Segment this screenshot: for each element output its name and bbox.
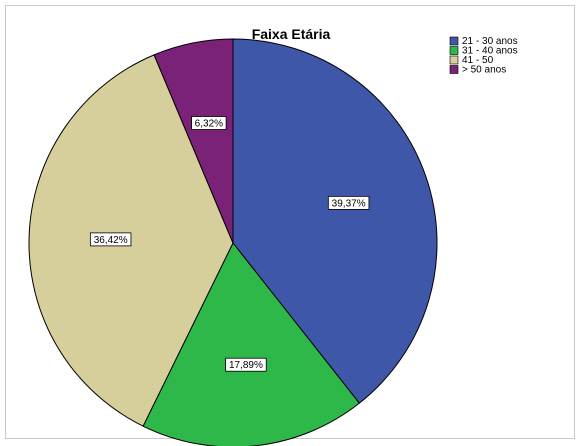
data-label-box <box>89 232 132 247</box>
pie-data-label: 36,42% <box>89 232 132 247</box>
legend-swatch <box>449 36 459 46</box>
data-label-text: 39,37% <box>332 198 366 209</box>
data-label-box <box>191 116 227 130</box>
data-label-box <box>225 357 267 372</box>
legend-label: 41 - 50 <box>462 55 494 66</box>
legend-label: > 50 anos <box>462 65 506 76</box>
pie-slice <box>232 38 438 404</box>
legend-label: 21 - 30 anos <box>462 36 518 47</box>
legend-swatch <box>449 46 459 55</box>
data-label-text: 6,32% <box>195 119 223 130</box>
chart-title: Faixa Etária <box>252 26 331 42</box>
pie-data-label: 6,32% <box>191 116 227 130</box>
legend-label: 31 - 40 anos <box>462 46 518 57</box>
legend-swatch <box>449 55 459 65</box>
legend-swatch <box>449 65 459 74</box>
pie-data-label: 17,89% <box>225 357 267 372</box>
pie-data-labels: 39,37% 17,89% 36,42% 6,32% <box>89 116 370 372</box>
data-label-text: 36,42% <box>94 235 128 246</box>
pie-slice <box>153 38 234 244</box>
pie-data-label: 39,37% <box>327 195 370 210</box>
data-label-box <box>327 195 370 210</box>
data-label-text: 17,89% <box>229 360 263 371</box>
